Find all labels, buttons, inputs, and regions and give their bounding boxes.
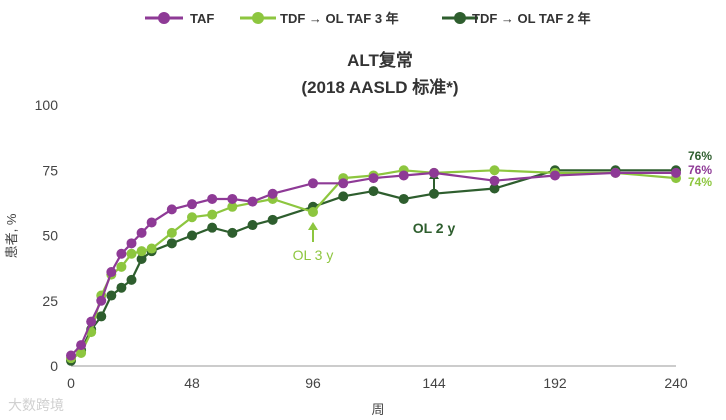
legend-label-tdf-3y: TDF → OL TAF 3 年 xyxy=(280,11,399,26)
x-tick-label: 48 xyxy=(184,375,200,391)
data-point xyxy=(187,230,197,241)
annotation-arrowhead xyxy=(308,222,318,230)
data-point xyxy=(550,170,560,181)
series-line xyxy=(70,171,676,357)
data-point xyxy=(166,204,177,215)
chart-title: ALT复常 xyxy=(347,50,413,70)
data-point xyxy=(86,316,97,327)
end-labels: 76%76%74% xyxy=(688,149,712,189)
data-point xyxy=(338,191,349,202)
legend-marker-tdf-2y xyxy=(454,12,466,24)
series-layer xyxy=(66,165,681,366)
y-tick-labels: 0 25 50 75 100 xyxy=(35,97,59,374)
x-tick-label: 0 xyxy=(67,375,75,391)
end-label: 76% xyxy=(688,163,712,177)
data-point xyxy=(227,201,238,212)
chart-subtitle: (2018 AASLD 标准*) xyxy=(301,77,458,97)
watermark: 大数跨境 xyxy=(8,397,64,413)
legend: TAF TDF → OL TAF 3 年 TDF → OL TAF 2 年 xyxy=(145,11,591,26)
data-point xyxy=(338,178,349,189)
end-label: 74% xyxy=(688,175,712,189)
data-point xyxy=(610,167,621,178)
legend-item-tdf-3y: TDF → OL TAF 3 年 xyxy=(240,11,399,26)
annotation-label: OL 3 y xyxy=(293,247,334,263)
series-0 xyxy=(66,167,681,361)
data-point xyxy=(267,188,278,199)
data-point xyxy=(308,207,318,218)
x-tick-label: 192 xyxy=(543,375,567,391)
data-point xyxy=(106,290,117,301)
legend-item-tdf-2y: TDF → OL TAF 2 年 xyxy=(442,11,591,26)
data-point xyxy=(227,227,238,238)
data-point xyxy=(146,217,157,228)
data-point xyxy=(429,188,439,199)
series-line xyxy=(70,169,676,362)
data-point xyxy=(671,167,681,178)
data-point xyxy=(398,193,409,204)
data-point xyxy=(308,178,318,189)
annotation-label: OL 2 y xyxy=(413,220,456,236)
legend-label-taf: TAF xyxy=(190,11,214,26)
data-point xyxy=(398,170,409,181)
data-point xyxy=(207,222,218,233)
data-point xyxy=(96,311,107,322)
x-axis-title: 周 xyxy=(371,402,384,417)
x-tick-label: 144 xyxy=(422,375,446,391)
data-point xyxy=(76,347,87,358)
data-point xyxy=(207,209,218,220)
data-point xyxy=(247,220,258,231)
y-axis-title: 患者, % xyxy=(4,213,19,258)
y-tick-label: 75 xyxy=(42,162,58,178)
data-point xyxy=(489,175,500,186)
data-point xyxy=(187,212,197,223)
data-point xyxy=(489,165,500,176)
data-point xyxy=(489,183,500,194)
series-2 xyxy=(66,165,681,366)
data-point xyxy=(187,199,197,210)
data-point xyxy=(116,261,127,272)
x-tick-labels: 0 48 96 144 192 240 xyxy=(67,375,688,391)
y-tick-label: 50 xyxy=(42,228,58,244)
data-point xyxy=(116,282,127,293)
data-point xyxy=(136,246,147,257)
data-point xyxy=(247,196,258,207)
end-label: 76% xyxy=(688,149,712,163)
data-point xyxy=(429,167,439,178)
x-tick-label: 96 xyxy=(305,375,321,391)
data-point xyxy=(136,227,147,238)
y-tick-label: 100 xyxy=(35,97,59,113)
data-point xyxy=(146,243,157,254)
legend-label-tdf-2y: TDF → OL TAF 2 年 xyxy=(472,11,591,26)
data-point xyxy=(106,267,117,278)
series-line xyxy=(70,169,677,360)
y-tick-label: 25 xyxy=(42,293,58,309)
data-point xyxy=(368,186,379,197)
data-point xyxy=(126,238,137,249)
legend-marker-taf xyxy=(158,12,170,24)
data-point xyxy=(136,253,147,264)
data-point xyxy=(116,248,127,259)
legend-marker-tdf-3y xyxy=(252,12,264,24)
data-point xyxy=(368,173,379,184)
data-point xyxy=(166,227,177,238)
data-point xyxy=(207,193,218,204)
data-point xyxy=(227,193,238,204)
data-point xyxy=(267,214,278,225)
x-tick-label: 240 xyxy=(664,375,688,391)
data-point xyxy=(66,350,76,361)
annotations: OL 3 y OL 2 y xyxy=(293,171,456,263)
data-point xyxy=(76,340,87,351)
data-point xyxy=(166,238,177,249)
data-point xyxy=(126,248,137,259)
data-point xyxy=(126,274,137,285)
y-tick-label: 0 xyxy=(50,358,58,374)
legend-item-taf: TAF xyxy=(145,11,214,26)
data-point xyxy=(96,295,107,306)
